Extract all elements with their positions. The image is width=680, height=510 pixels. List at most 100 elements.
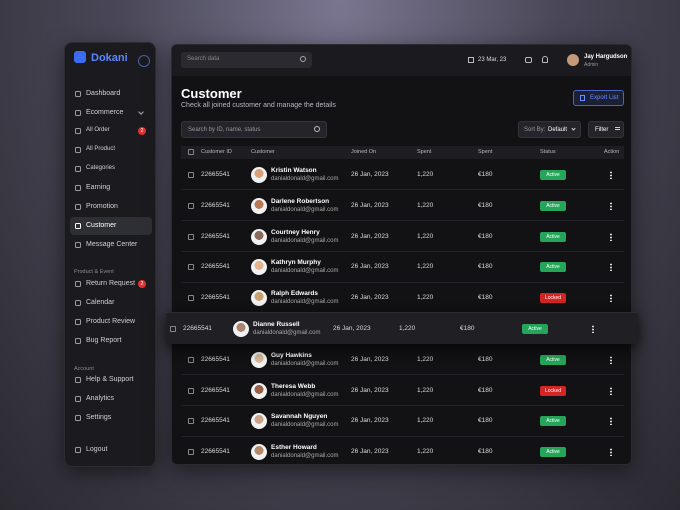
action-menu[interactable] [592,325,594,333]
customer-email: danialdonald@gmail.com [271,422,339,429]
customer-id: 22665541 [201,386,230,394]
action-menu[interactable] [610,386,612,395]
table-header: Customer ID Customer Joined On Spent Spent St… [181,146,624,159]
table-row[interactable]: 22665541 Darlene Robertson danialdonald@gm… [181,190,624,222]
menu-item[interactable]: Analytics [86,395,115,402]
search-icon [300,56,306,62]
chevron [138,109,144,115]
menu-icon [75,281,81,287]
customer-id: 22665541 [201,170,230,178]
brand-icon [74,51,86,63]
collapse-button[interactable] [138,55,150,67]
table-row[interactable]: 22665541 Ralph Edwards danialdonald@gmail.… [181,283,624,314]
table-search[interactable]: Search by ID, name, status [181,121,327,138]
menu-item[interactable]: Earning [86,184,111,191]
page-title: Customer [181,86,242,101]
menu-icon [75,396,81,402]
avatar [251,382,267,399]
customer-name: Savannah Nguyen [271,413,328,421]
checkbox[interactable] [188,449,194,456]
table-row[interactable]: 22665541 Guy Hawkins danialdonald@gmail.co… [181,344,624,376]
message-icon[interactable] [525,57,532,63]
table-row[interactable]: 22665541 Courtney Henry danialdonald@gmail… [181,221,624,252]
action-menu[interactable] [610,417,612,426]
calendar-icon [468,57,474,63]
action-menu[interactable] [610,355,612,364]
chevron [571,126,576,131]
table-row[interactable]: 22665541 Kathryn Murphy danialdonald@gmail… [181,252,624,283]
menu-item[interactable]: Customer [86,222,117,229]
joined-on: 26 Jan, 2023 [351,201,389,209]
avatar [251,290,267,307]
action-menu[interactable] [610,448,612,457]
menu-item[interactable]: Calendar [86,299,115,306]
checkbox[interactable] [188,149,194,155]
menu-item[interactable]: Categories [86,165,116,171]
user-role: Admin [584,62,599,68]
action-menu[interactable] [610,232,612,241]
filter-button[interactable]: Filter [588,121,624,138]
action-menu[interactable] [610,201,612,210]
joined-on: 26 Jan, 2023 [351,170,389,178]
spent-euro: €180 [460,325,475,332]
menu-item[interactable]: Return Request [86,280,136,287]
checkbox[interactable] [188,387,194,394]
status-pill: Active [540,200,566,211]
menu-item[interactable]: Message Center [86,241,138,248]
spent: 1,220 [417,294,434,302]
checkbox[interactable] [188,418,194,425]
table-row[interactable]: 22665541 Theresa Webb danialdonald@gmail.c… [181,375,624,406]
menu-item[interactable]: Settings [86,414,112,421]
checkbox[interactable] [170,326,176,332]
search-placeholder: Search data [187,56,220,62]
checkbox[interactable] [188,295,194,302]
spent: 1,220 [417,386,434,394]
active-item-bg [70,217,152,235]
checkbox[interactable] [188,356,194,363]
customer-name: Theresa Webb [271,382,316,390]
status-pill: Locked [540,293,566,304]
action-menu[interactable] [610,170,612,179]
menu-item[interactable]: Ecommerce [86,109,124,116]
avatar [251,413,267,430]
logout[interactable]: Logout [86,446,108,453]
joined-on: 26 Jan, 2023 [351,417,389,425]
action-menu[interactable] [610,294,612,303]
menu-icon [75,377,81,383]
status-pill: Active [540,231,566,242]
notification-icon[interactable] [542,56,548,63]
avatar [251,166,267,183]
avatar [251,444,267,461]
joined-on: 26 Jan, 2023 [351,448,389,456]
sort-dropdown[interactable]: Sort By: Default [518,121,581,138]
menu-item[interactable]: Promotion [86,203,118,210]
spent: 1,220 [417,263,434,271]
search-box[interactable]: Search data [181,52,312,68]
customer-email: danialdonald@gmail.com [271,360,339,367]
checkbox[interactable] [188,171,194,178]
checkbox[interactable] [188,264,194,271]
menu-icon [75,319,81,325]
checkbox[interactable] [188,233,194,240]
menu-item[interactable]: Product Review [86,318,136,325]
table-row[interactable]: 22665541 Kristin Watson danialdonald@gmail… [181,160,624,191]
avatar [233,321,249,337]
menu-item[interactable]: All Product [86,146,116,152]
joined-on: 26 Jan, 2023 [351,355,389,363]
table-row[interactable]: 22665541 Dianne Russell danialdonald@gmail… [166,312,638,344]
column-header: Action [604,149,620,155]
export-button[interactable]: Export List [573,90,624,106]
customer-id: 22665541 [201,201,230,209]
menu-item[interactable]: Bug Report [86,337,122,344]
action-menu[interactable] [610,263,612,272]
menu-item[interactable]: Help & Support [86,376,134,383]
table-row[interactable]: 22665541 Savannah Nguyen danialdonald@gmai… [181,406,624,437]
checkbox[interactable] [188,202,194,209]
table-row[interactable]: 22665541 Esther Howard danialdonald@gmail.… [181,437,624,464]
menu-item[interactable]: All Order [86,127,110,133]
menu-item[interactable]: Dashboard [86,90,121,97]
menu-icon [75,166,81,172]
customer-id: 22665541 [183,325,212,332]
menu-icon [75,91,81,97]
